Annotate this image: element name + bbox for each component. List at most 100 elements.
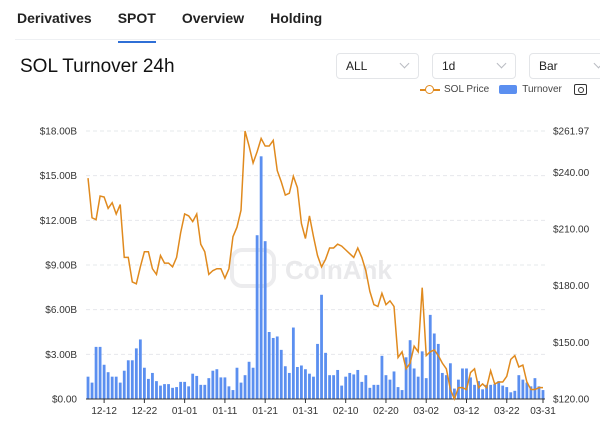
turnover-bar	[332, 375, 336, 399]
turnover-bar	[304, 369, 307, 399]
turnover-bar	[171, 387, 174, 399]
x-axis-tick: 01-21	[252, 406, 278, 417]
turnover-bar	[291, 327, 295, 399]
turnover-bar	[122, 370, 126, 399]
turnover-bar	[372, 384, 376, 399]
tab-overview[interactable]: Overview	[181, 10, 245, 26]
x-axis-tick: 03-22	[494, 406, 520, 417]
price-line	[87, 130, 543, 402]
camera-icon[interactable]	[573, 84, 587, 95]
turnover-bar	[267, 332, 271, 399]
turnover-bar	[175, 387, 178, 399]
turnover-legend-icon	[499, 85, 518, 94]
turnover-bar	[461, 368, 464, 399]
turnover-bar	[155, 381, 158, 399]
turnover-bar	[308, 373, 311, 399]
x-axis-tick: 12-22	[132, 406, 158, 417]
turnover-bar	[432, 333, 436, 399]
turnover-bar	[239, 382, 243, 399]
x-axis-tick: 03-12	[454, 406, 480, 417]
turnover-bar	[259, 156, 263, 399]
turnover-bar	[348, 372, 352, 399]
turnover-bar	[283, 366, 287, 399]
turnover-bar	[368, 387, 372, 399]
turnover-bar	[159, 385, 162, 399]
turnover-bar	[183, 381, 187, 399]
turnover-bar	[444, 375, 448, 399]
chart-type-value: Bar	[539, 59, 558, 73]
turnover-bar	[179, 381, 183, 399]
turnover-bar	[98, 346, 102, 399]
left-axis-tick: $18.00B	[40, 127, 78, 138]
turnover-bar	[106, 372, 110, 399]
turnover-bar	[388, 379, 392, 399]
turnover-bar	[404, 357, 408, 399]
turnover-bar	[312, 376, 315, 399]
turnover-bar	[130, 360, 134, 399]
turnover-bar	[521, 379, 525, 399]
right-axis-tick: $240.00	[553, 168, 590, 179]
left-axis-tick: $15.00B	[40, 171, 78, 182]
turnover-bar	[147, 378, 150, 399]
turnover-bar	[207, 378, 211, 399]
interval-select[interactable]: 1d	[432, 53, 516, 79]
turnover-bar	[340, 385, 344, 399]
turnover-bar	[380, 355, 384, 399]
turnover-bar	[465, 368, 468, 399]
turnover-bar	[497, 381, 501, 399]
turnover-bar	[271, 337, 275, 399]
turnover-bar	[481, 389, 484, 399]
turnover-bar	[142, 367, 146, 399]
turnover-bar	[509, 392, 513, 399]
divider	[15, 39, 600, 40]
turnover-bar	[537, 386, 541, 399]
turnover-bar	[400, 390, 404, 399]
turnover-bar	[151, 372, 154, 399]
tab-spot[interactable]: SPOT	[117, 0, 156, 43]
turnover-bar	[477, 381, 480, 399]
turnover-bar	[541, 390, 545, 399]
tab-holding[interactable]: Holding	[270, 10, 323, 26]
turnover-bar	[485, 384, 489, 399]
legend-price[interactable]: SOL Price	[444, 84, 490, 95]
turnover-bar	[344, 376, 348, 399]
turnover-bar	[529, 386, 533, 399]
turnover-bar	[251, 367, 255, 399]
turnover-bar	[195, 375, 199, 399]
turnover-bar	[126, 360, 130, 399]
turnover-bar	[247, 361, 251, 399]
turnover-bar	[235, 367, 239, 399]
x-axis-tick: 12-12	[91, 406, 117, 417]
turnover-bar	[448, 363, 452, 399]
turnover-bar	[134, 348, 138, 399]
x-axis-tick: 01-01	[172, 406, 198, 417]
left-axis-tick: $9.00B	[45, 261, 77, 272]
turnover-bar	[191, 373, 195, 399]
turnover-bar	[316, 343, 319, 399]
turnover-bar	[243, 375, 247, 399]
turnover-bar	[324, 352, 327, 399]
turnover-bar	[138, 339, 142, 399]
turnover-bar	[505, 387, 509, 399]
left-axis-tick: $3.00B	[45, 350, 77, 361]
turnover-bar	[263, 241, 267, 399]
x-axis-tick: 01-11	[212, 406, 237, 417]
turnover-bar	[501, 385, 505, 399]
legend-turnover[interactable]: Turnover	[522, 84, 562, 95]
turnover-bar	[211, 370, 215, 399]
turnover-bar	[110, 376, 114, 399]
turnover-bar	[219, 377, 223, 399]
left-axis-tick: $12.00B	[40, 216, 78, 227]
range-select[interactable]: ALL	[336, 53, 419, 79]
turnover-bar	[94, 346, 98, 399]
tab-derivatives[interactable]: Derivatives	[17, 10, 92, 26]
turnover-bar	[493, 384, 497, 399]
turnover-bar	[231, 390, 235, 399]
turnover-bar	[295, 366, 299, 399]
turnover-bar	[416, 376, 420, 399]
chart-type-select[interactable]: Bar	[529, 53, 600, 79]
turnover-bar	[384, 375, 388, 399]
turnover-bar	[396, 387, 400, 399]
turnover-bar	[320, 294, 323, 399]
